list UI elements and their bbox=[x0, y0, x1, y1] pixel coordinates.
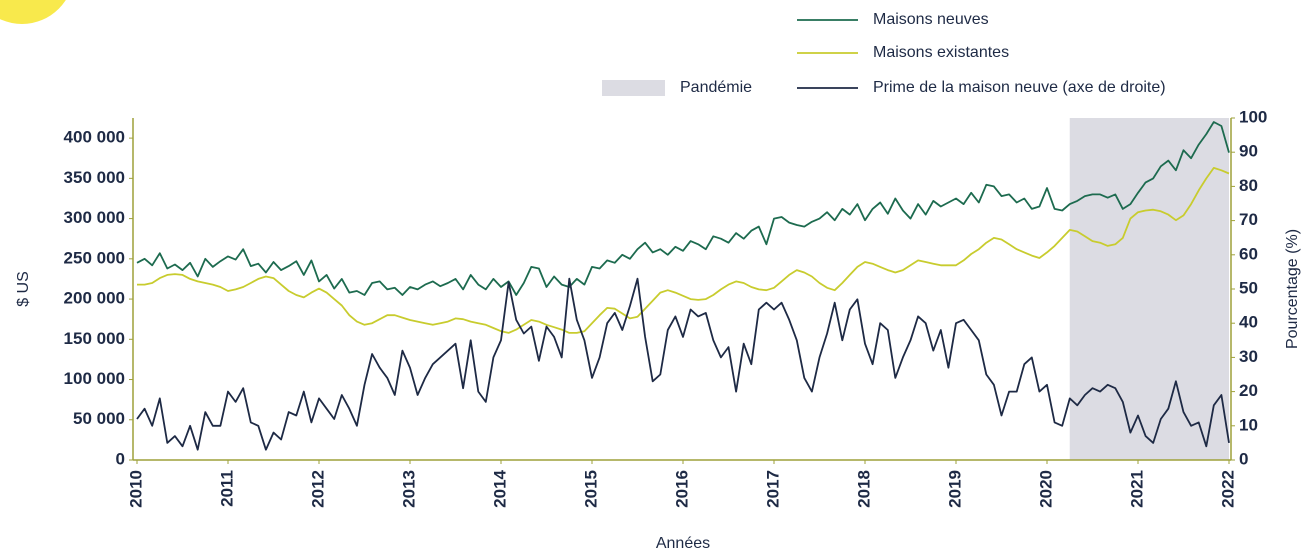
y2-tick-label: 10 bbox=[1239, 415, 1258, 434]
y-tick-label: 100 000 bbox=[64, 369, 125, 388]
y-tick-label: 50 000 bbox=[73, 409, 125, 428]
x-tick-label: 2018 bbox=[854, 470, 873, 508]
x-tick-label: 2010 bbox=[126, 470, 145, 508]
y-tick-label: 150 000 bbox=[64, 329, 125, 348]
legend-label: Prime de la maison neuve (axe de droite) bbox=[873, 79, 1166, 96]
legend-swatch bbox=[602, 80, 665, 96]
legend-label: Pandémie bbox=[680, 79, 752, 96]
y2-tick-label: 40 bbox=[1239, 313, 1258, 332]
x-tick-label: 2020 bbox=[1036, 470, 1055, 508]
x-tick-label: 2013 bbox=[399, 470, 418, 508]
x-tick-label: 2021 bbox=[1127, 470, 1146, 508]
y2-tick-label: 30 bbox=[1239, 347, 1258, 366]
y2-tick-label: 20 bbox=[1239, 381, 1258, 400]
x-tick-label: 2012 bbox=[308, 470, 327, 508]
x-tick-label: 2016 bbox=[672, 470, 691, 508]
y-axis-title: $ US bbox=[15, 271, 32, 307]
x-axis-title: Années bbox=[656, 535, 710, 552]
y2-tick-label: 0 bbox=[1239, 449, 1248, 468]
y2-tick-label: 100 bbox=[1239, 107, 1267, 126]
series-line bbox=[136, 121, 1230, 296]
y-tick-label: 300 000 bbox=[64, 208, 125, 227]
decor-circle bbox=[0, 0, 66, 24]
y-tick-label: 0 bbox=[116, 449, 125, 468]
series-line bbox=[137, 167, 1230, 334]
x-tick-label: 2019 bbox=[945, 470, 964, 508]
legend-label: Maisons existantes bbox=[873, 44, 1009, 61]
x-tick-label: 2017 bbox=[763, 470, 782, 508]
x-tick-label: 2011 bbox=[217, 470, 236, 507]
y2-tick-label: 60 bbox=[1239, 244, 1258, 263]
x-tick-label: 2022 bbox=[1218, 470, 1237, 508]
legend-label: Maisons neuves bbox=[873, 11, 989, 28]
y2-tick-label: 80 bbox=[1239, 176, 1258, 195]
y-tick-label: 400 000 bbox=[64, 128, 125, 147]
y2-axis-title: Pourcentage (%) bbox=[1284, 229, 1301, 349]
y2-tick-label: 50 bbox=[1239, 278, 1258, 297]
y2-tick-label: 70 bbox=[1239, 210, 1258, 229]
pandemic-band bbox=[1069, 118, 1229, 460]
y2-tick-label: 90 bbox=[1239, 142, 1258, 161]
y-tick-label: 350 000 bbox=[64, 168, 125, 187]
x-tick-label: 2015 bbox=[581, 470, 600, 508]
x-tick-label: 2014 bbox=[490, 469, 509, 507]
series-line bbox=[136, 277, 1230, 451]
y-tick-label: 250 000 bbox=[64, 248, 125, 267]
y-tick-label: 200 000 bbox=[64, 289, 125, 308]
